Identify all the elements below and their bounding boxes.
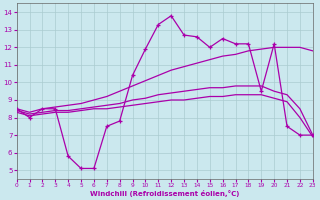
X-axis label: Windchill (Refroidissement éolien,°C): Windchill (Refroidissement éolien,°C) bbox=[90, 190, 239, 197]
